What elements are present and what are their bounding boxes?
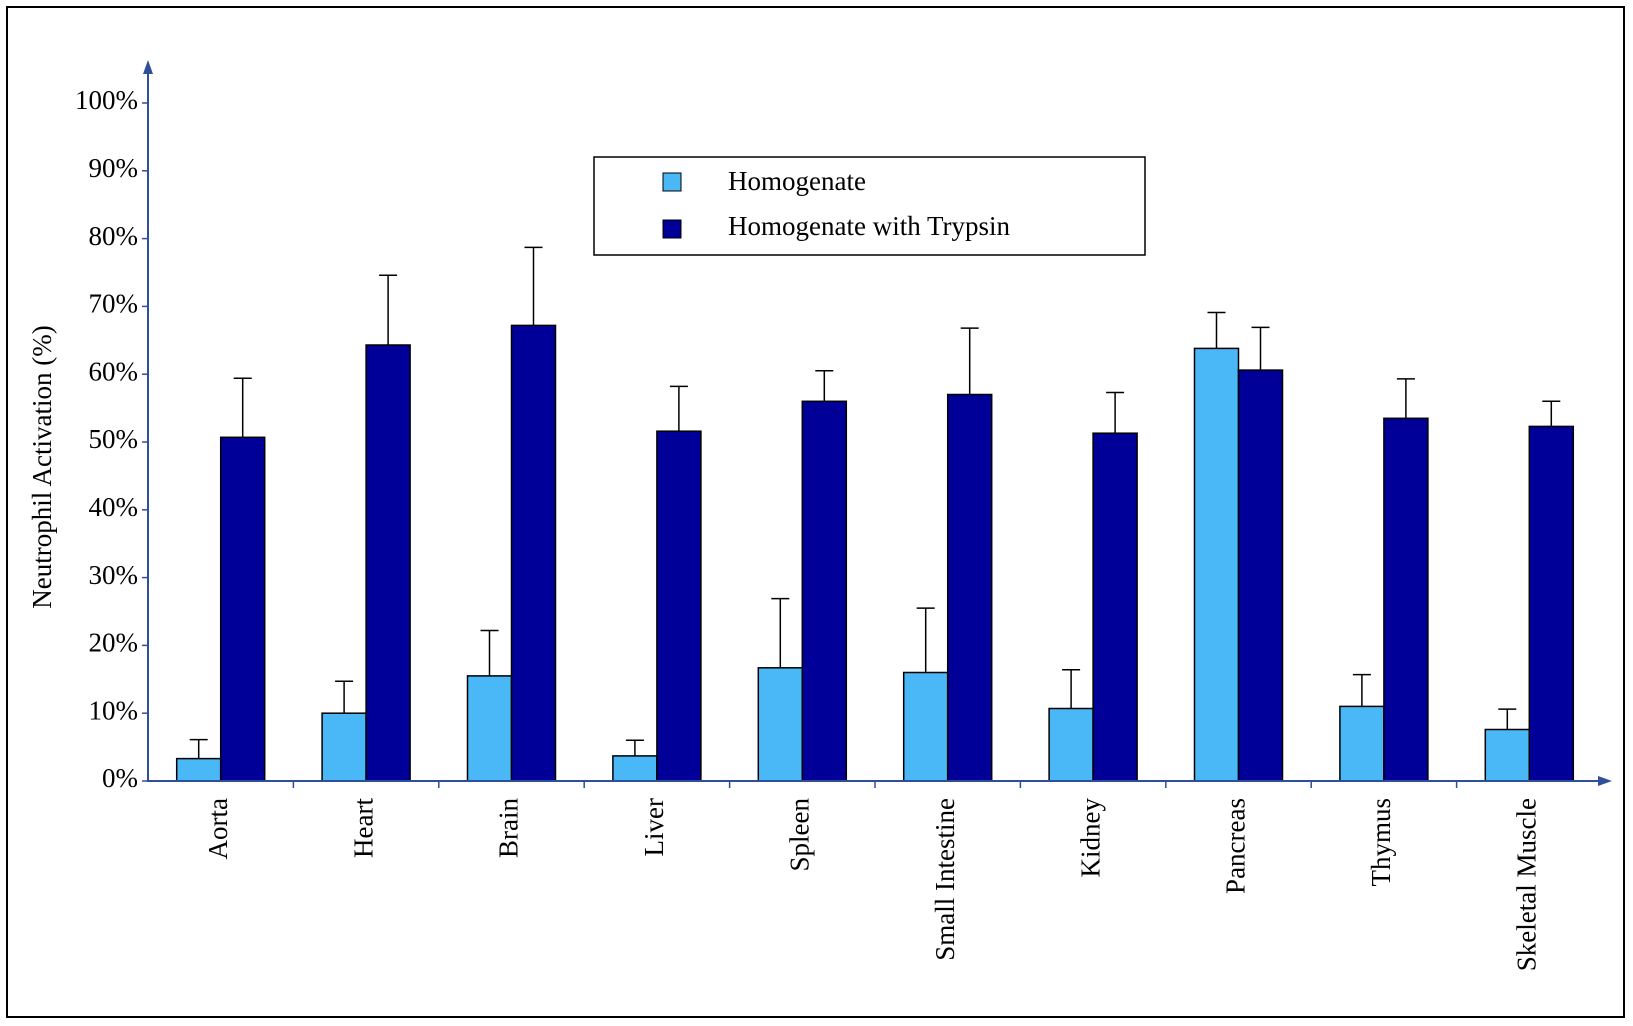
x-axis-arrow <box>1598 776 1612 786</box>
y-axis-label: Neutrophil Activation (%) <box>27 325 57 608</box>
legend-swatch-homogenate-with-trypsin <box>662 219 682 239</box>
legend-label-homogenate: Homogenate <box>728 166 866 196</box>
y-tick-label: 10% <box>89 695 139 725</box>
x-tick-label-aorta: Aorta <box>203 798 233 859</box>
bar-homogenate-pancreas <box>1193 347 1240 782</box>
x-tick-label-brain: Brain <box>494 798 524 858</box>
bar-homogenate-aorta <box>175 757 222 782</box>
y-tick-label: 70% <box>89 289 139 319</box>
y-tick-label: 100% <box>75 85 138 115</box>
bars-layer <box>175 324 1575 782</box>
bar-homogenate-heart <box>321 712 367 782</box>
x-tick-label-liver: Liver <box>639 798 669 856</box>
x-tick-label-heart: Heart <box>348 798 378 858</box>
legend: Homogenate Homogenate with Trypsin <box>593 156 1146 256</box>
bar-homogenate-liver <box>612 755 658 782</box>
bar-homogenate-brain <box>466 675 513 782</box>
bar-homogenate-spleen <box>757 667 804 782</box>
bar-homogenate-with-trypsin-brain <box>510 324 557 782</box>
x-ticks-layer: Aorta Heart Brain Liver Spleen Small Intestin… <box>203 781 1542 971</box>
bar-homogenate-with-trypsin-aorta <box>219 436 266 782</box>
bar-homogenate-with-trypsin-small-intestine <box>946 393 993 782</box>
x-tick-label-skeletal-muscle: Skeletal Muscle <box>1512 798 1542 971</box>
error-bars-layer <box>189 246 1561 759</box>
bar-homogenate-with-trypsin-pancreas <box>1237 369 1284 782</box>
y-tick-label: 90% <box>89 153 139 183</box>
legend-box <box>593 156 1146 256</box>
bar-homogenate-with-trypsin-skeletal-muscle <box>1528 425 1575 782</box>
bar-homogenate-skeletal-muscle <box>1484 728 1531 782</box>
x-tick-label-small-intestine: Small Intestine <box>930 798 960 961</box>
y-tick-label: 0% <box>102 763 138 793</box>
bar-homogenate-kidney <box>1048 707 1094 782</box>
x-tick-label-kidney: Kidney <box>1075 798 1105 878</box>
legend-label-homogenate-with-trypsin: Homogenate with Trypsin <box>728 211 1011 241</box>
legend-swatch-homogenate <box>662 172 682 192</box>
bar-homogenate-thymus <box>1339 705 1385 782</box>
bar-homogenate-small-intestine <box>902 671 949 782</box>
x-tick-label-thymus: Thymus <box>1366 798 1396 887</box>
y-tick-label: 80% <box>89 221 139 251</box>
bar-homogenate-with-trypsin-liver <box>656 430 702 782</box>
y-tick-label: 30% <box>89 560 139 590</box>
x-tick-label-pancreas: Pancreas <box>1221 798 1251 894</box>
y-tick-label: 40% <box>89 492 139 522</box>
y-ticks-layer: 0% 10% 20% 30% 40% 50% 60% 70% 80% 90% 100% <box>75 85 148 793</box>
y-axis-arrow <box>143 60 153 74</box>
y-tick-label: 20% <box>89 628 139 658</box>
x-tick-label-spleen: Spleen <box>785 798 815 872</box>
y-tick-label: 50% <box>89 424 139 454</box>
bar-homogenate-with-trypsin-heart <box>365 344 411 782</box>
y-tick-label: 60% <box>89 356 139 386</box>
bar-homogenate-with-trypsin-thymus <box>1383 417 1429 782</box>
bar-homogenate-with-trypsin-kidney <box>1092 432 1138 782</box>
bar-homogenate-with-trypsin-spleen <box>801 400 848 782</box>
